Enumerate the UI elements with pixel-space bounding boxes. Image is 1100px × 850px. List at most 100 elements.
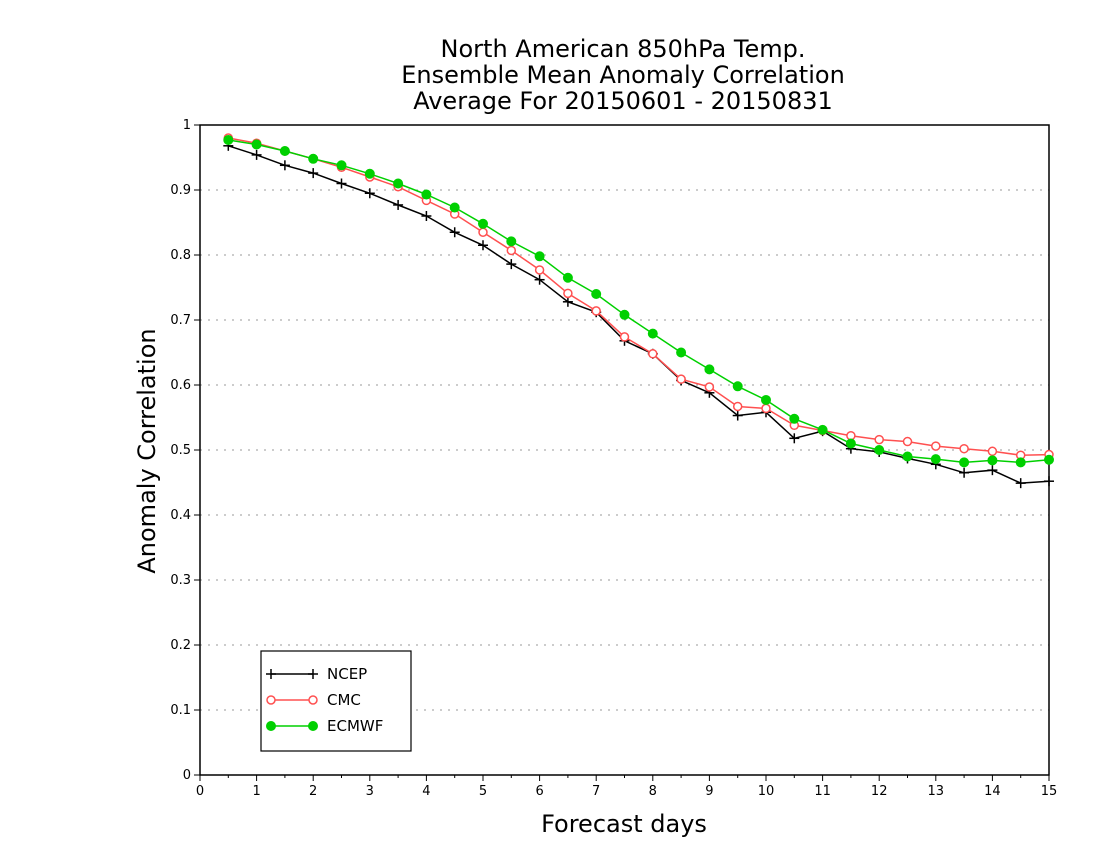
data-point-ecmwf-11 xyxy=(534,251,545,262)
data-point-cmc-15 xyxy=(648,349,658,359)
x-tick-label-11: 11 xyxy=(814,784,831,799)
y-tick-label-9: 0.9 xyxy=(170,183,191,198)
x-tick-label-0: 0 xyxy=(196,784,204,799)
legend-marker-end-ncep xyxy=(308,669,318,679)
y-tick-label-10: 1 xyxy=(183,118,191,133)
data-point-cmc-24 xyxy=(902,436,913,447)
data-point-ecmwf-15 xyxy=(647,328,658,339)
legend-marker-end-ecmwf xyxy=(308,721,318,731)
chart-title-line-3: Average For 20150601 - 20150831 xyxy=(413,87,833,115)
x-tick-label-4: 4 xyxy=(422,784,430,799)
x-tick-label-7: 7 xyxy=(592,784,600,799)
data-point-ecmwf-1 xyxy=(251,139,262,150)
series-cmc xyxy=(223,133,1054,460)
data-point-ncep-26 xyxy=(959,467,970,478)
y-axis-label: Anomaly Correlation xyxy=(133,328,161,573)
data-point-ecmwf-3 xyxy=(308,153,319,164)
legend: NCEP CMC ECMWF xyxy=(260,650,412,752)
data-point-ecmwf-28 xyxy=(1015,457,1026,468)
data-point-ecmwf-4 xyxy=(336,160,347,171)
series-line-ncep xyxy=(228,145,1050,484)
data-point-ecmwf-12 xyxy=(562,272,573,283)
data-point-cmc-17 xyxy=(704,382,715,392)
x-axis-label: Forecast days xyxy=(541,810,707,838)
data-point-ncep-10 xyxy=(506,259,517,270)
data-point-ncep-20 xyxy=(789,433,800,444)
data-point-ecmwf-5 xyxy=(364,168,375,179)
data-point-ncep-18 xyxy=(732,410,743,421)
legend-label-ncep: NCEP xyxy=(327,665,367,683)
data-point-ecmwf-20 xyxy=(789,413,800,424)
data-point-ncep-5 xyxy=(364,188,375,199)
data-point-ncep-28 xyxy=(1015,478,1026,489)
data-point-ncep-8 xyxy=(449,227,460,238)
y-tick-label-1: 0.1 xyxy=(170,703,191,718)
x-tick-label-1: 1 xyxy=(252,784,260,799)
series-ecmwf xyxy=(223,134,1054,468)
chart-title-line-1: North American 850hPa Temp. xyxy=(441,35,806,63)
x-tick-label-12: 12 xyxy=(871,784,888,799)
y-tick-label-4: 0.4 xyxy=(170,508,191,523)
data-point-cmc-11 xyxy=(534,265,545,275)
y-tick-label-3: 0.3 xyxy=(170,573,191,588)
y-tick-label-7: 0.7 xyxy=(170,313,191,328)
chart-title-line-2: Ensemble Mean Anomaly Correlation xyxy=(401,61,845,89)
data-point-ecmwf-23 xyxy=(874,445,885,455)
data-point-ecmwf-19 xyxy=(761,394,771,405)
data-point-ecmwf-27 xyxy=(987,455,998,466)
data-point-ncep-27 xyxy=(987,465,998,476)
data-point-ecmwf-13 xyxy=(591,289,602,299)
data-point-ecmwf-9 xyxy=(478,218,488,229)
y-tick-label-8: 0.8 xyxy=(170,248,191,263)
data-point-ncep-29 xyxy=(1044,476,1054,487)
x-tick-label-10: 10 xyxy=(758,784,775,799)
data-point-cmc-16 xyxy=(676,374,686,384)
x-tick-label-14: 14 xyxy=(984,784,1001,799)
legend-marker-start-ncep xyxy=(266,669,276,679)
series-line-cmc xyxy=(228,137,1050,456)
data-point-cmc-23 xyxy=(874,434,884,445)
y-tick-label-0: 0 xyxy=(183,768,191,783)
data-point-ncep-1 xyxy=(251,149,262,160)
y-tick-label-6: 0.6 xyxy=(170,378,191,393)
x-tick-label-5: 5 xyxy=(479,784,487,799)
series-ncep xyxy=(223,140,1054,489)
legend-marker-start-ecmwf xyxy=(266,721,276,731)
legend-marker-end-cmc xyxy=(308,695,318,705)
data-point-cmc-10 xyxy=(506,245,517,256)
x-tick-label-2: 2 xyxy=(309,784,317,799)
x-tick-label-15: 15 xyxy=(1041,784,1058,799)
data-point-ecmwf-8 xyxy=(449,202,460,213)
gridlines xyxy=(200,189,1049,711)
data-point-ecmwf-0 xyxy=(223,134,234,145)
legend-box xyxy=(260,650,412,752)
x-tick-label-3: 3 xyxy=(366,784,374,799)
data-point-ecmwf-2 xyxy=(279,146,290,156)
data-point-cmc-9 xyxy=(478,227,488,237)
x-tick-label-6: 6 xyxy=(535,784,543,799)
data-point-ncep-11 xyxy=(534,274,545,285)
data-point-cmc-27 xyxy=(987,446,998,457)
series-layer xyxy=(223,133,1054,489)
data-point-ncep-3 xyxy=(308,168,319,179)
data-point-ncep-9 xyxy=(478,240,488,251)
data-point-cmc-12 xyxy=(563,288,573,299)
data-point-ecmwf-25 xyxy=(930,454,941,465)
x-tick-label-13: 13 xyxy=(928,784,945,799)
data-point-ncep-6 xyxy=(393,199,404,210)
axes: 00.10.20.30.40.50.60.70.80.910 1 2 3 4 5 6 7 8 9 1… xyxy=(170,118,1057,799)
data-point-ecmwf-16 xyxy=(676,347,687,358)
x-tick-label-8: 8 xyxy=(649,784,657,799)
legend-marker-start-cmc xyxy=(266,695,276,705)
legend-label-cmc: CMC xyxy=(327,691,361,709)
data-point-ncep-2 xyxy=(279,160,290,171)
y-tick-label-2: 0.2 xyxy=(170,638,191,653)
data-point-cmc-26 xyxy=(959,443,969,454)
data-point-ncep-7 xyxy=(421,211,432,221)
data-point-ecmwf-7 xyxy=(421,189,432,200)
data-point-ncep-4 xyxy=(336,178,347,189)
data-point-ecmwf-26 xyxy=(959,457,970,468)
data-point-ecmwf-18 xyxy=(732,381,743,392)
data-point-ecmwf-17 xyxy=(704,364,715,375)
